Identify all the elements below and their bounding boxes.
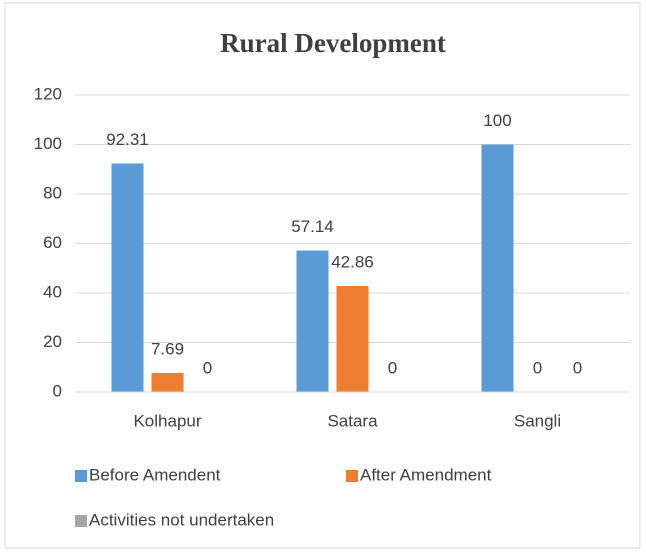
x-tick-label: Kolhapur: [133, 411, 201, 430]
y-tick-label: 20: [43, 332, 62, 351]
y-tick-label: 40: [43, 282, 62, 301]
data-label: 92.31: [106, 130, 149, 149]
bar: [481, 144, 514, 392]
data-label: 0: [533, 358, 542, 377]
data-label: 0: [388, 358, 397, 377]
legend-swatch: [75, 515, 87, 527]
bar: [111, 163, 144, 392]
data-label: 0: [573, 358, 582, 377]
data-label: 42.86: [331, 252, 374, 271]
data-label: 7.69: [151, 339, 184, 358]
y-tick-label: 80: [43, 183, 62, 202]
x-tick-label: Satara: [327, 411, 378, 430]
data-label: 100: [483, 111, 511, 130]
legend-swatch: [75, 470, 87, 482]
y-tick-label: 0: [53, 381, 62, 400]
data-label: 0: [203, 358, 212, 377]
data-label: 57.14: [291, 217, 334, 236]
y-tick-label: 100: [34, 134, 62, 153]
bar: [336, 285, 369, 392]
legend-label: Before Amendent: [89, 465, 221, 484]
legend-label: After Amendment: [360, 465, 492, 484]
x-tick-label: Sangli: [514, 411, 561, 430]
bar: [296, 250, 329, 392]
legend-swatch: [346, 470, 358, 482]
y-tick-label: 120: [34, 84, 62, 103]
bar: [151, 372, 184, 392]
chart-title: Rural Development: [220, 28, 446, 58]
y-tick-label: 60: [43, 233, 62, 252]
legend-label: Activities not undertaken: [89, 510, 274, 529]
